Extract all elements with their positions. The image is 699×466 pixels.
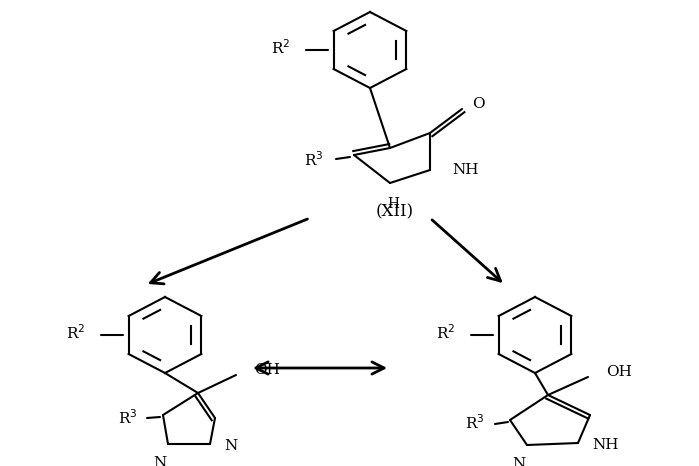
Text: NH: NH xyxy=(592,438,619,452)
Text: R$^3$: R$^3$ xyxy=(466,414,485,432)
Text: R$^2$: R$^2$ xyxy=(66,324,85,343)
Text: R$^3$: R$^3$ xyxy=(305,151,324,169)
Text: R$^2$: R$^2$ xyxy=(435,324,455,343)
Text: R$^3$: R$^3$ xyxy=(119,409,138,427)
Text: NH: NH xyxy=(452,163,479,177)
Text: N: N xyxy=(224,439,237,453)
Text: OH: OH xyxy=(606,365,632,379)
Text: H: H xyxy=(387,197,399,211)
Text: R$^2$: R$^2$ xyxy=(271,39,290,57)
Text: O: O xyxy=(472,97,484,111)
Text: (XII): (XII) xyxy=(376,204,414,220)
Text: OH: OH xyxy=(254,363,280,377)
Text: N: N xyxy=(512,457,526,466)
Text: N: N xyxy=(153,456,166,466)
